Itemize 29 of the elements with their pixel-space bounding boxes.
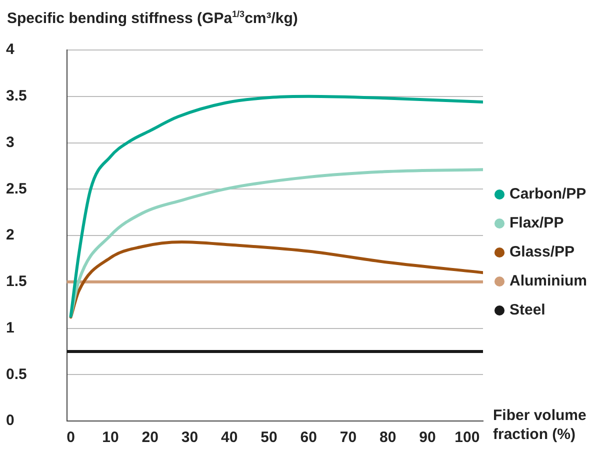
y-tick-label: 1	[6, 319, 14, 336]
x-tick-label: 40	[221, 429, 238, 446]
y-tick-label: 2.5	[6, 180, 27, 198]
legend-label: Carbon/PP	[510, 186, 586, 203]
x-tick-label: 10	[102, 429, 119, 446]
x-axis-title: Fiber volume fraction (%)	[493, 406, 588, 444]
y-tick-label: 1.5	[6, 273, 27, 290]
x-tick-label: 80	[380, 429, 396, 446]
y-tick-label: 2	[6, 226, 14, 244]
y-axis-title: Specific bending stiffness (GPa$^{1/3}$cm³/kg)	[7, 9, 298, 27]
line-series	[69, 240, 484, 319]
x-tick-label: 50	[260, 429, 278, 446]
y-tick-label: 0	[6, 412, 14, 430]
x-tick-label: 30	[181, 429, 198, 446]
x-tick-label: 90	[419, 429, 436, 446]
legend-label: Steel	[510, 302, 546, 319]
y-tick-label: 0.5	[6, 366, 27, 383]
y-tick-label: 4	[6, 41, 15, 58]
x-tick-label: 20	[142, 429, 158, 446]
x-tick-label: 0	[66, 429, 75, 446]
legend-label: Glass/PP	[510, 244, 575, 261]
line-series	[69, 94, 484, 318]
legend-label: Aluminium	[510, 272, 587, 290]
y-tick-label: 3	[6, 134, 14, 151]
x-tick-label: 60	[300, 429, 317, 446]
x-tick-label: 100	[454, 429, 480, 446]
x-tick-label: 70	[340, 429, 357, 446]
legend-label: Flax/PP	[510, 214, 564, 232]
y-tick-label: 3.5	[6, 88, 27, 105]
